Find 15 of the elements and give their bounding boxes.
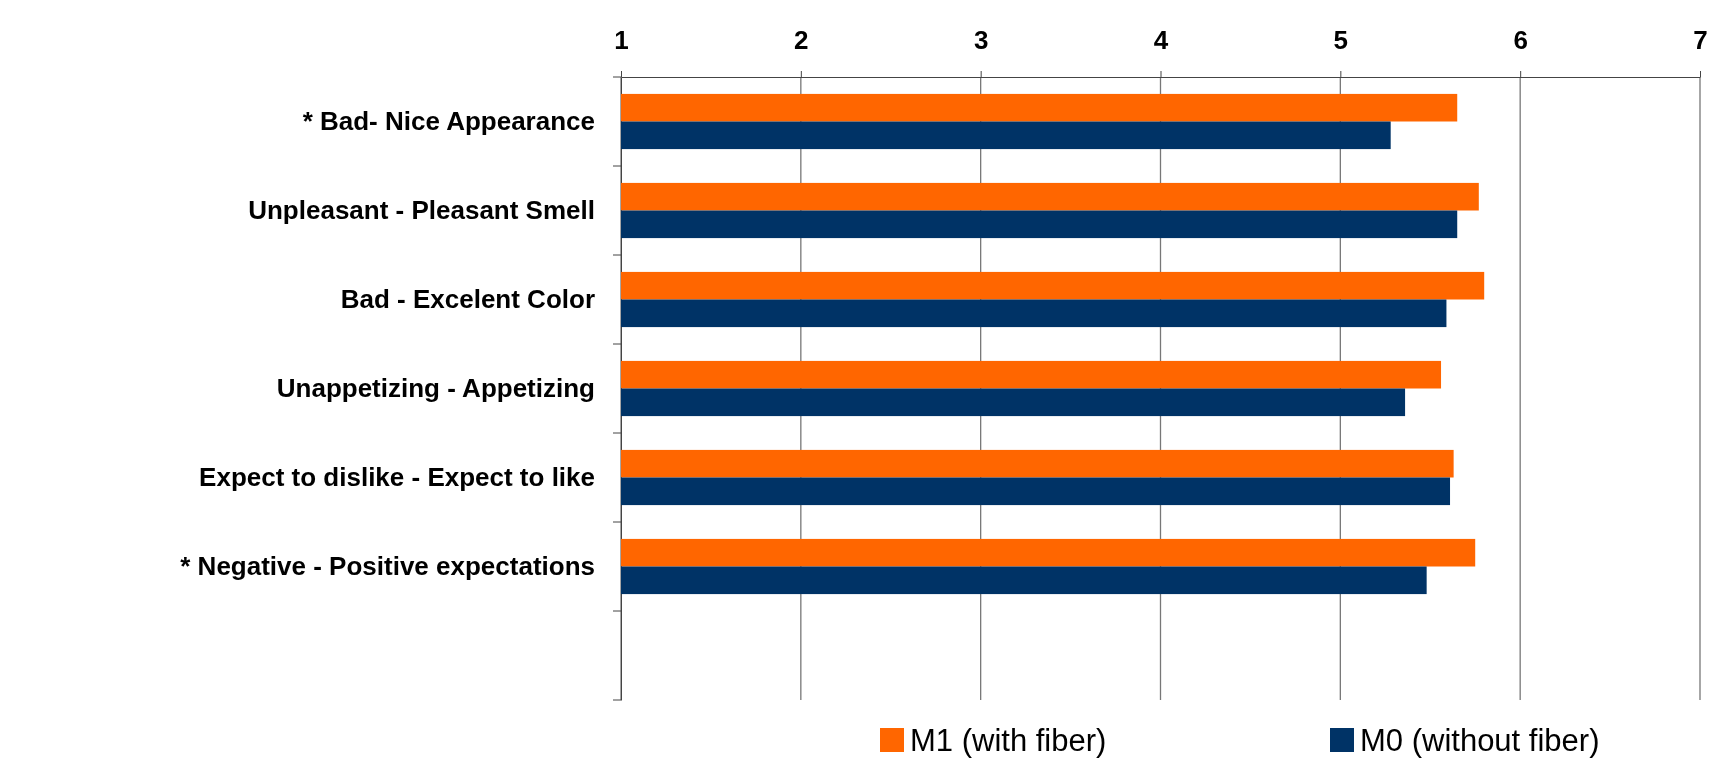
x-tick-label: 5 <box>1333 25 1349 55</box>
x-tick-label: 6 <box>1513 25 1528 55</box>
y-tick-label: Bad - Excelent Color <box>340 283 595 314</box>
x-tick-label: 3 <box>973 25 989 55</box>
legend-label: M0 (without fiber) <box>1360 723 1600 758</box>
y-tick-label: Expect to dislike - Expect to like <box>199 461 595 492</box>
x-tick-label: 2 <box>794 25 809 55</box>
y-tick-label: Unpleasant - Pleasant Smell <box>248 194 595 225</box>
y-tick-label: Unappetizing - Appetizing <box>276 372 595 403</box>
x-tick-label: 1 <box>614 25 629 55</box>
y-tick-label: * Negative - Positive expectations <box>180 550 595 581</box>
y-tick-label: * Bad- Nice Appearance <box>302 105 595 136</box>
x-tick-label: 4 <box>1153 25 1169 55</box>
legend-label: M1 (with fiber) <box>910 723 1107 758</box>
x-tick-label: 7 <box>1693 25 1708 55</box>
